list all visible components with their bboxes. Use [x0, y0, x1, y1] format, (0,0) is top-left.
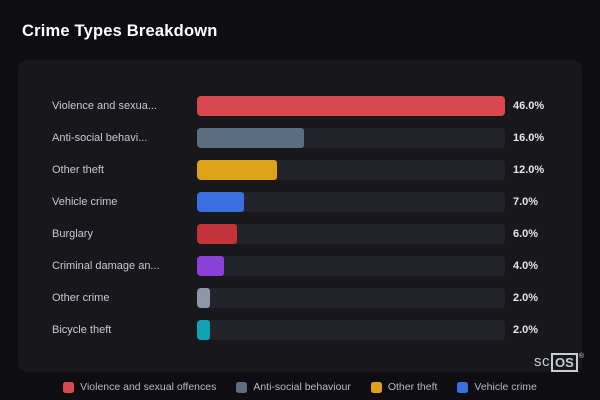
- bar: [197, 192, 244, 212]
- chart-card: Violence and sexua... 46.0% Anti-social be…: [18, 60, 582, 372]
- legend-label: Other theft: [387, 381, 438, 393]
- category-label: Burglary: [52, 228, 93, 240]
- legend-swatch: [370, 381, 382, 393]
- bar: [197, 160, 278, 180]
- registered-mark: ®: [578, 353, 584, 360]
- legend-item[interactable]: Anti-social behaviour: [236, 381, 351, 393]
- legend-swatch: [457, 381, 469, 393]
- value-label: 16.0%: [513, 132, 545, 144]
- category-label: Anti-social behavi...: [52, 132, 148, 144]
- bar: [197, 288, 211, 308]
- bar-track: [197, 128, 505, 148]
- legend-item[interactable]: Vehicle crime: [457, 381, 537, 393]
- bar-row: Other crime 2.0%: [18, 282, 582, 314]
- bar-row: Vehicle crime 7.0%: [18, 186, 582, 218]
- scos-logo: sc OS ®: [534, 353, 584, 372]
- legend-swatch: [236, 381, 248, 393]
- bar: [197, 224, 238, 244]
- bar-chart: Violence and sexua... 46.0% Anti-social be…: [18, 60, 582, 346]
- bar-track: [197, 224, 505, 244]
- page-title: Crime Types Breakdown: [22, 22, 218, 40]
- bar-track: [197, 160, 505, 180]
- legend-label: Vehicle crime: [474, 381, 537, 393]
- bar-row: Anti-social behavi... 16.0%: [18, 122, 582, 154]
- bar: [197, 96, 505, 116]
- bar-row: Bicycle theft 2.0%: [18, 314, 582, 346]
- bar-row: Criminal damage an... 4.0%: [18, 250, 582, 282]
- category-label: Other theft: [52, 164, 104, 176]
- value-label: 6.0%: [513, 228, 539, 240]
- value-label: 4.0%: [513, 260, 539, 272]
- category-label: Vehicle crime: [52, 196, 118, 208]
- value-label: 7.0%: [513, 196, 539, 208]
- bar: [197, 256, 224, 276]
- bar-row: Violence and sexua... 46.0%: [18, 90, 582, 122]
- legend-label: Anti-social behaviour: [253, 381, 351, 393]
- bar: [197, 128, 305, 148]
- logo-text-left: sc: [534, 353, 551, 370]
- chart-legend: Violence and sexual offences Anti-social …: [0, 381, 600, 393]
- bar: [197, 320, 211, 340]
- legend-item[interactable]: Other theft: [370, 381, 438, 393]
- bar-track: [197, 192, 505, 212]
- category-label: Bicycle theft: [52, 324, 112, 336]
- category-label: Violence and sexua...: [52, 100, 157, 112]
- bar-track: [197, 96, 505, 116]
- value-label: 46.0%: [513, 100, 545, 112]
- legend-item[interactable]: Violence and sexual offences: [63, 381, 216, 393]
- legend-swatch: [63, 381, 75, 393]
- value-label: 12.0%: [513, 164, 545, 176]
- bar-track: [197, 288, 505, 308]
- bar-row: Other theft 12.0%: [18, 154, 582, 186]
- bar-row: Burglary 6.0%: [18, 218, 582, 250]
- bar-track: [197, 320, 505, 340]
- value-label: 2.0%: [513, 292, 539, 304]
- legend-label: Violence and sexual offences: [80, 381, 217, 393]
- category-label: Other crime: [52, 292, 110, 304]
- category-label: Criminal damage an...: [52, 260, 160, 272]
- bar-track: [197, 256, 505, 276]
- value-label: 2.0%: [513, 324, 539, 336]
- logo-text-right: OS: [551, 353, 578, 372]
